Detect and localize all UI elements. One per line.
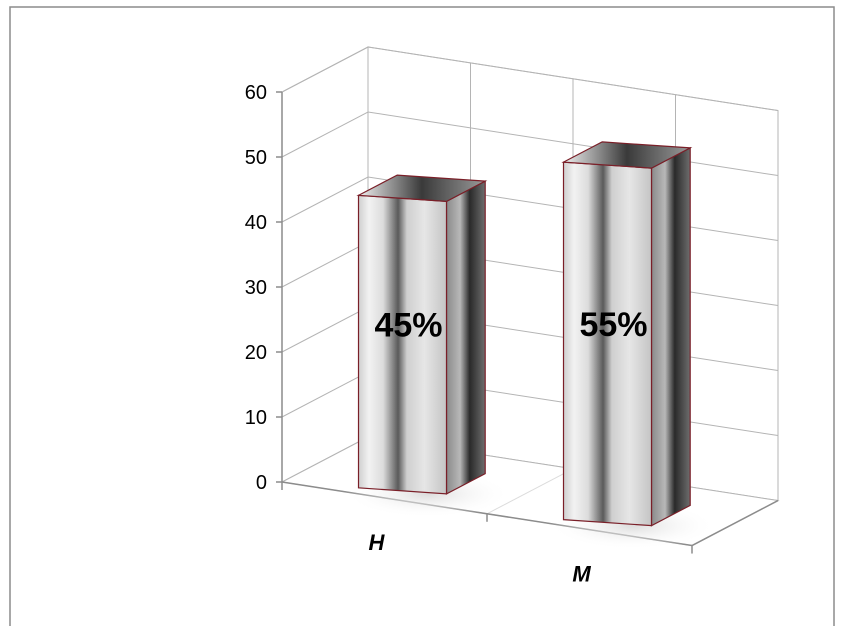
- chart-walls: [281, 46, 779, 502]
- y-tick-label: 30: [245, 277, 267, 299]
- y-tick-label: 40: [245, 212, 267, 234]
- y-axis-ticks: 0 10 20 30 40 50 60: [245, 82, 283, 494]
- bar-M: [548, 141, 717, 550]
- y-tick-label: 50: [245, 147, 267, 169]
- x-category-label: H: [369, 530, 386, 555]
- bars: [343, 141, 717, 550]
- data-label: 45%: [374, 307, 442, 345]
- data-labels: 45% 55%: [374, 306, 647, 345]
- horizontal-gridline: [281, 46, 779, 112]
- floor-right-edge: [691, 499, 779, 547]
- bar-top-face: [356, 174, 488, 202]
- y-tick-label: 60: [245, 82, 267, 104]
- y-tick-label: 10: [245, 407, 267, 429]
- bar-H: [343, 174, 512, 518]
- y-tick-label: 20: [245, 342, 267, 364]
- chart-border: [9, 6, 835, 631]
- data-label: 55%: [579, 306, 647, 344]
- bar-side-face: [650, 146, 691, 527]
- y-tick-label: 0: [256, 472, 267, 494]
- x-category-label: M: [572, 562, 591, 587]
- bar-side-face: [445, 180, 486, 495]
- bar-top-face: [561, 141, 693, 169]
- floor-divider: [486, 468, 574, 515]
